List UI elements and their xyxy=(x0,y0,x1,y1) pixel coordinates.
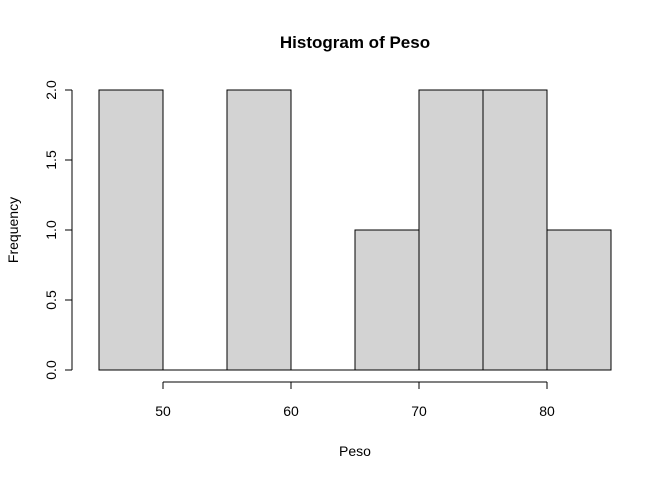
histogram-bar-7 xyxy=(546,229,612,371)
y-tick-label: 1.5 xyxy=(43,150,59,170)
y-tick-label: 1.0 xyxy=(43,220,59,240)
x-axis-label: Peso xyxy=(339,443,371,459)
x-axis: 50 60 70 80 xyxy=(155,381,555,419)
chart-title: Histogram of Peso xyxy=(280,33,430,52)
y-axis-label: Frequency xyxy=(5,197,21,263)
y-tick-label: 0.0 xyxy=(43,360,59,380)
x-tick-label: 80 xyxy=(539,403,555,419)
y-tick-label: 0.5 xyxy=(43,290,59,310)
y-tick-label: 2.0 xyxy=(43,80,59,100)
x-tick-label: 50 xyxy=(155,403,171,419)
histogram-bar-0 xyxy=(98,89,164,371)
bars-layer xyxy=(98,89,612,371)
histogram-bar-2 xyxy=(226,89,292,371)
y-axis: 0.0 0.5 1.0 1.5 2.0 xyxy=(43,80,73,380)
histogram-bar-6 xyxy=(482,89,548,371)
x-tick-label: 70 xyxy=(411,403,427,419)
histogram-bar-4 xyxy=(354,229,420,371)
histogram-bar-5 xyxy=(418,89,484,371)
x-tick-label: 60 xyxy=(283,403,299,419)
